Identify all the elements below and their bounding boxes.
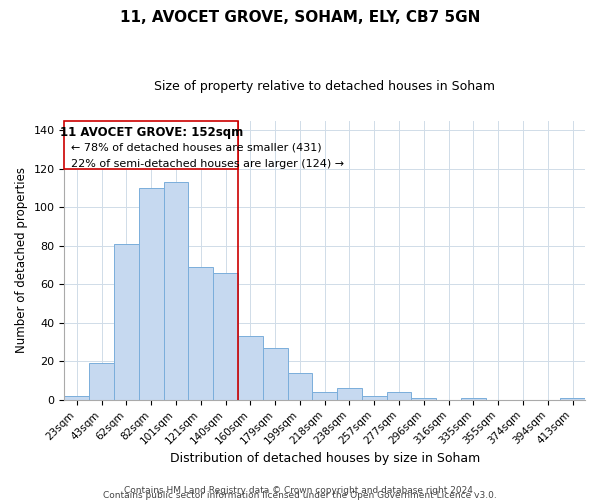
- Bar: [64, 396, 89, 400]
- Bar: [337, 388, 362, 400]
- Title: Size of property relative to detached houses in Soham: Size of property relative to detached ho…: [154, 80, 495, 93]
- Bar: [263, 348, 287, 400]
- Text: 11, AVOCET GROVE, SOHAM, ELY, CB7 5GN: 11, AVOCET GROVE, SOHAM, ELY, CB7 5GN: [120, 10, 480, 25]
- Bar: [461, 398, 486, 400]
- Bar: [386, 392, 412, 400]
- Bar: [89, 364, 114, 400]
- Text: 11 AVOCET GROVE: 152sqm: 11 AVOCET GROVE: 152sqm: [59, 126, 243, 140]
- Bar: [139, 188, 164, 400]
- X-axis label: Distribution of detached houses by size in Soham: Distribution of detached houses by size …: [170, 452, 480, 465]
- Bar: [362, 396, 386, 400]
- Bar: [213, 272, 238, 400]
- Bar: [287, 373, 313, 400]
- Bar: [188, 267, 213, 400]
- Text: ← 78% of detached houses are smaller (431): ← 78% of detached houses are smaller (43…: [71, 142, 321, 152]
- Bar: [238, 336, 263, 400]
- Text: Contains HM Land Registry data © Crown copyright and database right 2024.: Contains HM Land Registry data © Crown c…: [124, 486, 476, 495]
- Bar: [114, 244, 139, 400]
- Text: 22% of semi-detached houses are larger (124) →: 22% of semi-detached houses are larger (…: [71, 159, 344, 169]
- Text: Contains public sector information licensed under the Open Government Licence v3: Contains public sector information licen…: [103, 490, 497, 500]
- Y-axis label: Number of detached properties: Number of detached properties: [15, 167, 28, 353]
- Bar: [560, 398, 585, 400]
- FancyBboxPatch shape: [64, 120, 238, 168]
- Bar: [313, 392, 337, 400]
- Bar: [412, 398, 436, 400]
- Bar: [164, 182, 188, 400]
